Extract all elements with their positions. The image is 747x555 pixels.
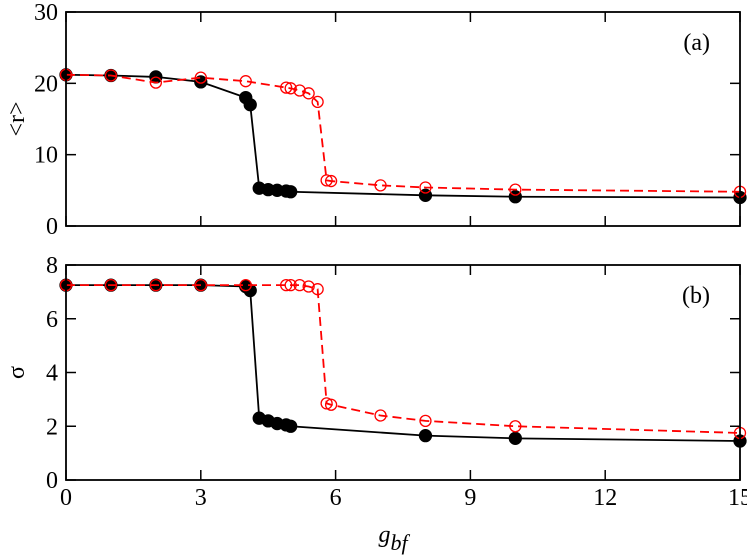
y-tick-label: 8 — [46, 253, 58, 279]
series-line — [65, 73, 741, 199]
x-tick-label: 12 — [593, 485, 617, 511]
data-point — [239, 75, 252, 88]
y-tick-label: 2 — [46, 414, 58, 440]
x-axis-label-subscript: bf — [390, 530, 410, 555]
data-point — [284, 82, 297, 95]
x-axis-label: gbf — [378, 522, 410, 555]
data-point — [284, 279, 297, 292]
y-tick-label: 4 — [46, 361, 58, 387]
y-tick-label: 0 — [46, 468, 58, 494]
data-point — [320, 174, 333, 187]
x-tick-label: 6 — [330, 485, 342, 511]
x-tick-label: 3 — [195, 485, 207, 511]
data-point — [280, 81, 293, 94]
panel-annotation: (a) — [683, 30, 710, 56]
y-axis-label: <r> — [4, 101, 30, 136]
data-point — [284, 185, 298, 199]
data-point — [374, 409, 387, 422]
data-point — [508, 431, 522, 445]
y-tick-label: 0 — [46, 214, 58, 240]
data-point — [311, 283, 324, 296]
data-point — [194, 71, 207, 84]
x-tick-label: 15 — [728, 485, 747, 511]
series-line — [66, 284, 741, 442]
x-axis-label-main: g — [378, 522, 390, 548]
data-point — [324, 398, 338, 411]
data-point — [149, 76, 163, 89]
data-point — [104, 69, 118, 82]
data-point — [194, 75, 208, 89]
data-point — [239, 279, 252, 292]
y-tick-label: 6 — [46, 307, 58, 333]
data-point — [302, 280, 315, 293]
plot-frame — [65, 264, 741, 481]
data-point — [284, 419, 298, 433]
series-line — [66, 284, 741, 434]
data-point — [243, 98, 257, 112]
y-axis-label: σ — [4, 366, 30, 379]
data-point — [419, 414, 432, 428]
data-point — [509, 420, 522, 433]
data-point — [374, 179, 387, 192]
data-point — [293, 84, 306, 97]
data-point — [302, 87, 315, 100]
plot-frame — [65, 11, 741, 227]
series-line — [65, 73, 741, 193]
y-tick-label: 10 — [34, 143, 58, 169]
x-tick-label: 0 — [60, 485, 72, 511]
x-tick-label: 9 — [464, 485, 476, 511]
data-point — [194, 279, 207, 292]
panel-annotation: (b) — [682, 283, 710, 309]
data-point — [311, 95, 324, 109]
data-point — [149, 279, 163, 292]
data-point — [324, 174, 338, 188]
data-point — [104, 279, 118, 292]
data-point — [293, 279, 306, 292]
data-point — [418, 429, 433, 443]
data-point — [280, 279, 293, 292]
data-point — [419, 181, 432, 194]
data-point — [509, 183, 522, 196]
y-tick-label: 30 — [34, 0, 58, 26]
y-tick-label: 20 — [34, 71, 58, 97]
